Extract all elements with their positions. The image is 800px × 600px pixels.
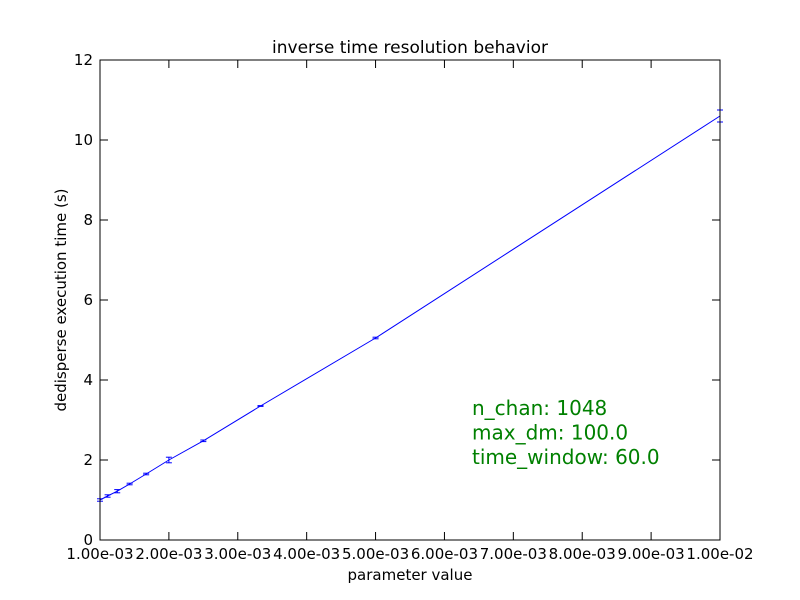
series-line <box>99 115 721 501</box>
x-tick-label: 9.00e-03 <box>618 545 685 563</box>
error-bar <box>126 482 133 486</box>
error-bar <box>143 472 150 476</box>
error-bar <box>257 405 264 407</box>
y-tick-label: 10 <box>74 131 93 149</box>
x-tick-label: 1.00e-02 <box>686 545 753 563</box>
x-tick-label: 8.00e-03 <box>549 545 616 563</box>
error-bar <box>200 439 207 443</box>
x-tick-label: 7.00e-03 <box>480 545 547 563</box>
error-bar <box>104 494 111 498</box>
x-tick-label: 2.00e-03 <box>135 545 202 563</box>
x-tick-label: 4.00e-03 <box>273 545 340 563</box>
error-bar <box>114 489 121 494</box>
x-tick-label: 3.00e-03 <box>204 545 271 563</box>
y-tick-label: 12 <box>74 51 93 69</box>
x-tick-label: 1.00e-03 <box>66 545 133 563</box>
chart-title: inverse time resolution behavior <box>272 38 548 58</box>
error-bar <box>372 336 379 340</box>
annotation-text: max_dm: 100.0 <box>472 421 628 445</box>
x-axis-label: parameter value <box>348 566 473 584</box>
x-tick-label: 6.00e-03 <box>411 545 478 563</box>
y-tick-label: 8 <box>83 211 93 229</box>
y-tick-label: 4 <box>83 371 93 389</box>
annotation-text: time_window: 60.0 <box>472 445 660 469</box>
y-tick-label: 2 <box>83 451 93 469</box>
y-tick-label: 6 <box>83 291 93 309</box>
error-bar <box>165 456 172 464</box>
y-tick-label: 0 <box>83 531 93 549</box>
x-tick-label: 5.00e-03 <box>342 545 409 563</box>
y-axis-label: dedisperse execution time (s) <box>52 188 70 411</box>
annotation-text: n_chan: 1048 <box>472 396 607 420</box>
axis-layer: 1.00e-03 2.00e-03 3.00e-03 4.00e-03 5.00e-03… <box>66 51 753 563</box>
